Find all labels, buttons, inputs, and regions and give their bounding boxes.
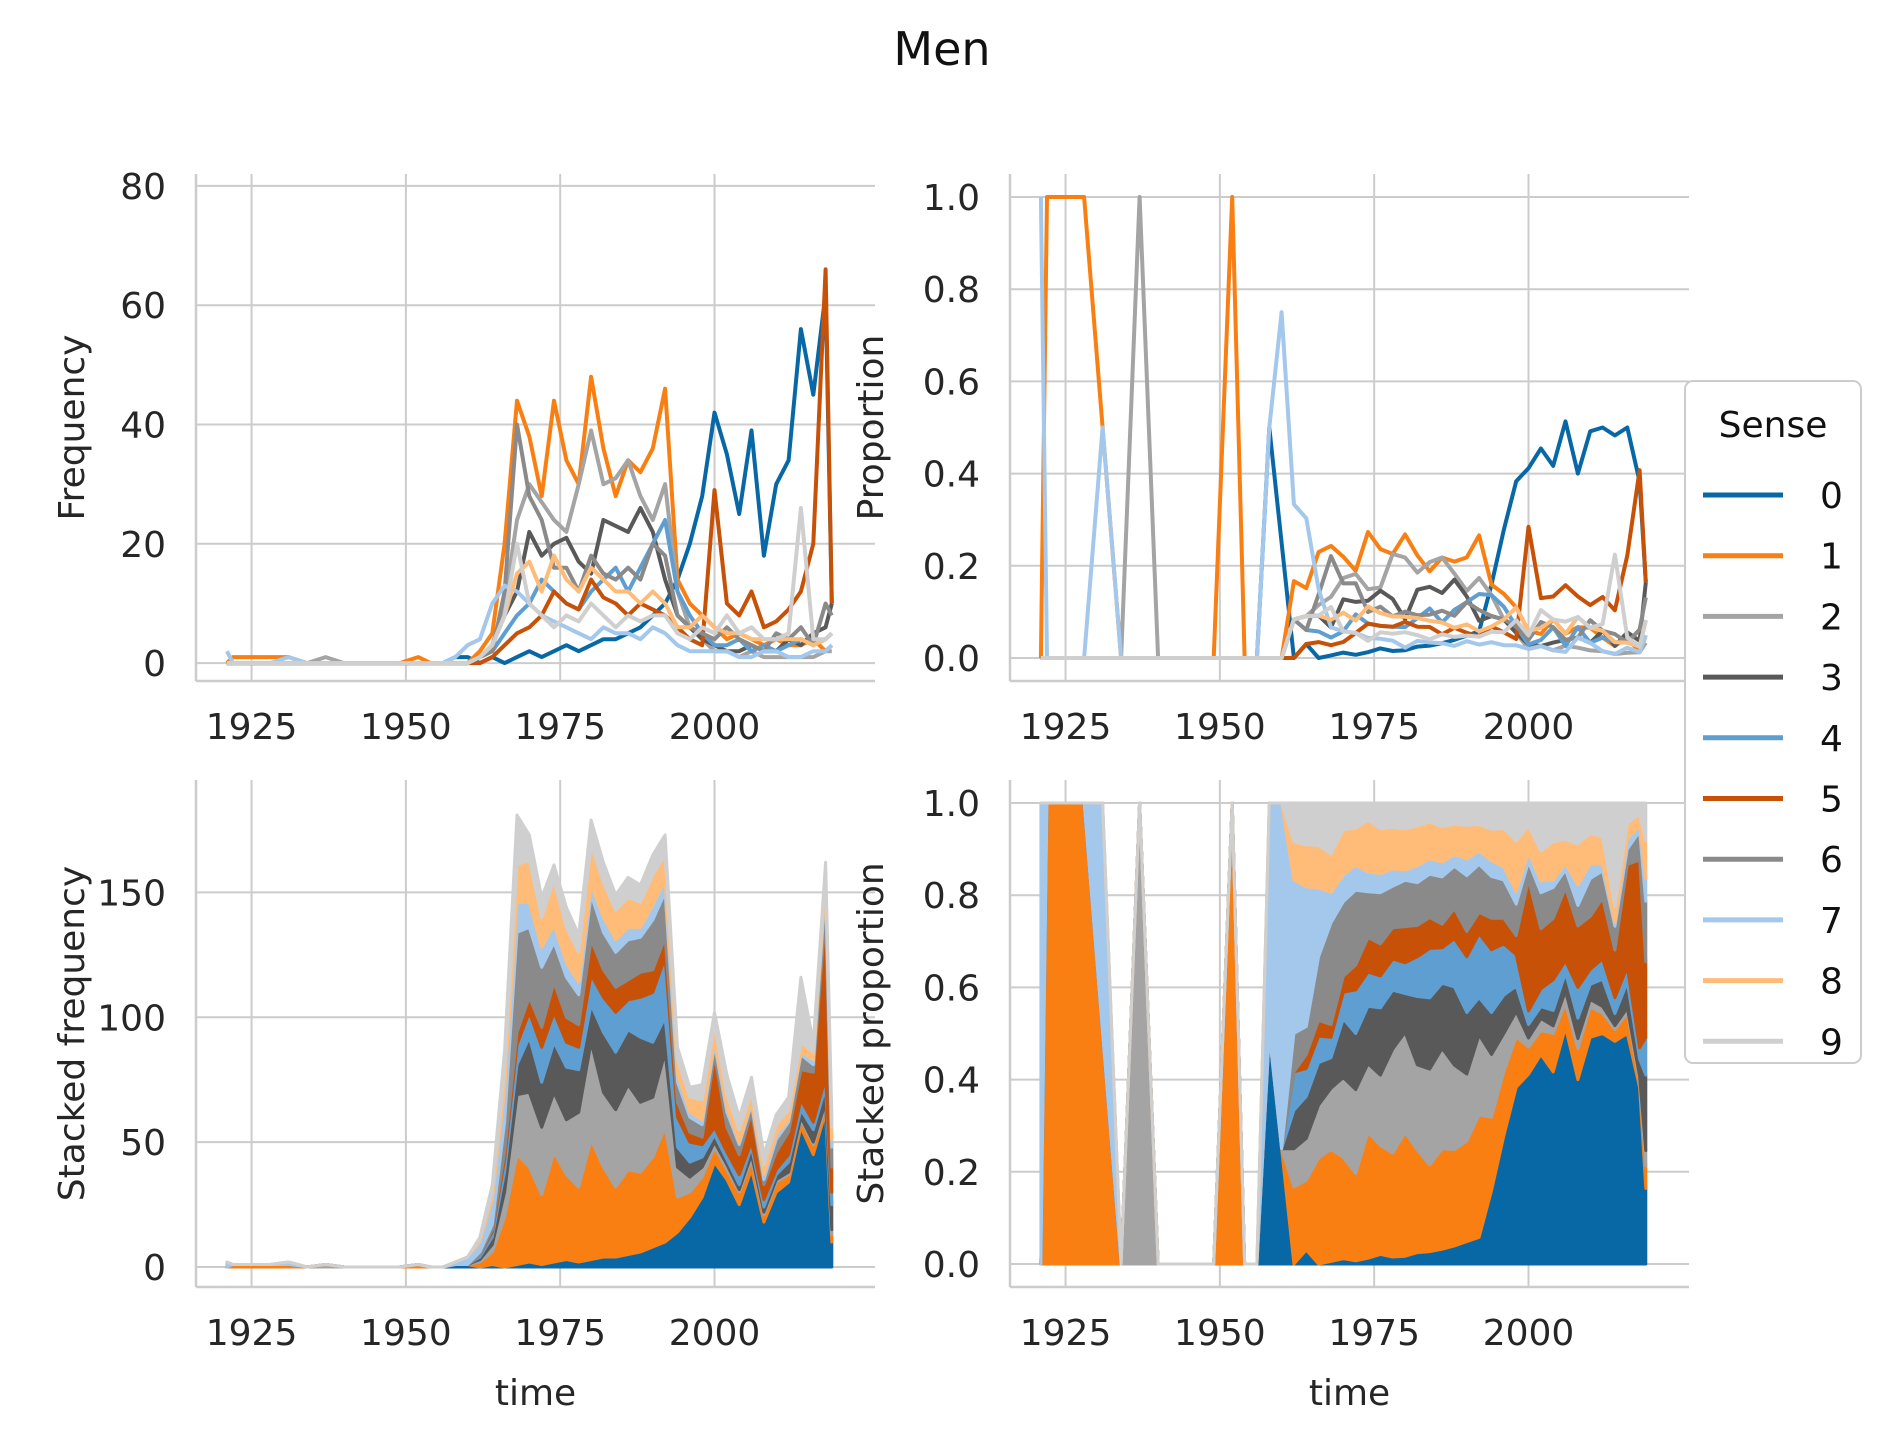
y-tick-label: 60 xyxy=(120,286,166,327)
y-tick-label: 1.0 xyxy=(923,784,980,825)
x-tick-label: 1925 xyxy=(1020,1313,1112,1354)
legend-box xyxy=(1684,380,1862,1064)
series-line-9 xyxy=(1040,552,1648,660)
x-tick-label: 1950 xyxy=(360,707,452,748)
y-tick-label: 0.4 xyxy=(923,455,980,496)
legend-label-7: 7 xyxy=(1820,901,1843,942)
x-tick-label: 1950 xyxy=(1174,1313,1266,1354)
y-tick-label: 1.0 xyxy=(923,178,980,219)
y-tick-label: 0.8 xyxy=(923,270,980,311)
panel-frequency: 1925 1950 1975 2000 0 20 40 60 80 Frequency xyxy=(52,167,875,748)
legend-label-4: 4 xyxy=(1820,719,1843,760)
area-series-9 xyxy=(1039,801,1648,1266)
legend-label-3: 3 xyxy=(1820,658,1843,699)
x-tick-label: 1950 xyxy=(1174,707,1266,748)
y-tick-label: 80 xyxy=(120,167,166,208)
x-tick-label: 1925 xyxy=(206,1313,298,1354)
x-tick-label: 2000 xyxy=(669,1313,761,1354)
x-tick-label: 2000 xyxy=(669,707,761,748)
series-line-2 xyxy=(1040,195,1648,660)
x-tick-label: 1975 xyxy=(514,707,606,748)
y-tick-label: 0.2 xyxy=(923,1153,980,1194)
y-axis-title: Stacked frequency xyxy=(52,866,93,1201)
x-tick-label: 2000 xyxy=(1483,707,1575,748)
y-tick-label: 0 xyxy=(143,1248,166,1289)
x-tick-label: 1975 xyxy=(514,1313,606,1354)
x-tick-label: 1925 xyxy=(1020,707,1112,748)
legend: Sense 0 1 2 3 4 5 6 7 8 9 xyxy=(1684,380,1862,1064)
y-axis-title: Stacked proportion xyxy=(851,862,892,1204)
legend-label-8: 8 xyxy=(1820,962,1843,1003)
x-tick-label: 2000 xyxy=(1483,1313,1575,1354)
figure-title: Men xyxy=(893,22,991,76)
x-tick-label: 1950 xyxy=(360,1313,452,1354)
y-tick-label: 50 xyxy=(120,1123,166,1164)
y-tick-label: 0.4 xyxy=(923,1061,980,1102)
area-series-9 xyxy=(225,813,834,1269)
x-tick-label: 1975 xyxy=(1328,707,1420,748)
legend-label-6: 6 xyxy=(1820,840,1843,881)
panel-proportion: 1925 1950 1975 2000 0.0 0.2 0.4 0.6 0.8 1.0 Propor… xyxy=(851,174,1689,748)
x-axis-title: time xyxy=(1309,1373,1390,1414)
y-tick-label: 150 xyxy=(97,873,166,914)
y-tick-label: 0.6 xyxy=(923,362,980,403)
series-line-9 xyxy=(226,506,834,666)
series-line-1 xyxy=(225,374,834,666)
x-tick-label: 1975 xyxy=(1328,1313,1420,1354)
y-tick-label: 0.6 xyxy=(923,968,980,1009)
legend-label-1: 1 xyxy=(1820,537,1843,578)
panel-stacked-proportion: 1925 1950 1975 2000 0.0 0.2 0.4 0.6 0.8 1.0 Stacke… xyxy=(851,780,1689,1414)
legend-label-5: 5 xyxy=(1820,780,1843,821)
y-tick-label: 0.2 xyxy=(923,547,980,588)
y-tick-label: 0 xyxy=(143,644,166,685)
legend-label-0: 0 xyxy=(1820,476,1843,517)
y-tick-label: 40 xyxy=(120,406,166,447)
y-axis-title: Proportion xyxy=(851,335,892,521)
legend-label-2: 2 xyxy=(1820,597,1843,638)
y-tick-label: 0.0 xyxy=(923,639,980,680)
legend-label-9: 9 xyxy=(1820,1022,1843,1063)
legend-title: Sense xyxy=(1719,405,1828,446)
y-axis-title: Frequency xyxy=(52,335,93,521)
x-tick-label: 1925 xyxy=(206,707,298,748)
y-tick-label: 20 xyxy=(120,525,166,566)
x-axis-title: time xyxy=(495,1373,576,1414)
y-tick-label: 0.8 xyxy=(923,876,980,917)
y-tick-label: 0.0 xyxy=(923,1245,980,1286)
y-tick-label: 100 xyxy=(97,998,166,1039)
